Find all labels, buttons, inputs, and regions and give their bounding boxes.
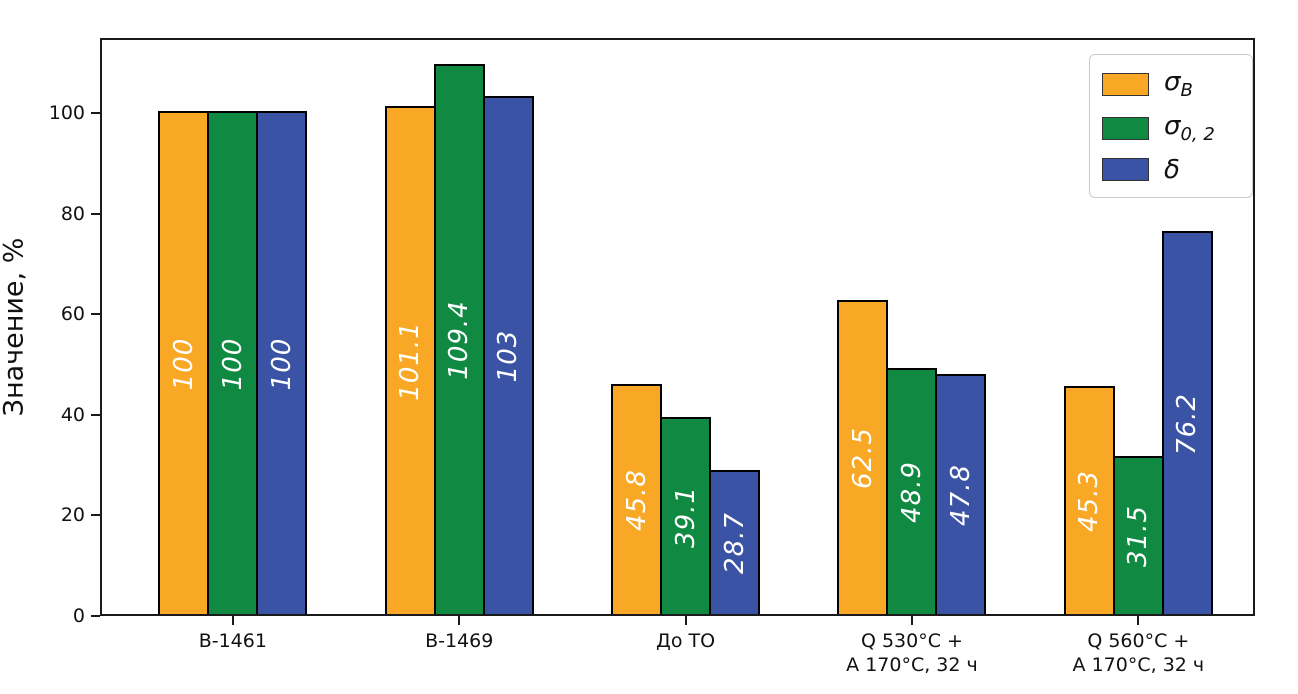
x-tick-label: Q 530°C + A 170°C, 32 ч xyxy=(846,630,978,676)
legend: σB σ0, 2 δ xyxy=(1089,54,1253,198)
bar-group: 45.3 31.5 76.2 xyxy=(1063,231,1213,614)
bar-value-label: 45.8 xyxy=(621,468,652,531)
legend-swatch xyxy=(1102,158,1149,182)
x-tick-mark xyxy=(231,616,234,625)
legend-swatch xyxy=(1102,117,1149,141)
bar-value-label: 45.3 xyxy=(1074,470,1105,533)
bar: 28.7 xyxy=(709,469,761,614)
x-tick-mark xyxy=(910,616,913,625)
y-axis-label: Значение, % xyxy=(0,237,30,417)
bar: 48.9 xyxy=(886,368,938,614)
bar: 101.1 xyxy=(384,105,436,614)
bar-value-label: 47.8 xyxy=(945,463,976,526)
bar-value-label: 100 xyxy=(168,337,199,391)
y-tick-label: 0 xyxy=(72,605,85,627)
x-tick-label: До ТО xyxy=(656,630,716,652)
x-tick-mark xyxy=(684,616,687,625)
plot-area: 100 100 100 101.1 109.4 103 45.8 39.1 28.7 62.5 48… xyxy=(100,38,1255,616)
y-tick-mark xyxy=(91,413,100,416)
bar-value-label: 62.5 xyxy=(847,426,878,489)
y-tick-mark xyxy=(91,514,100,517)
x-tick-label: В-1469 xyxy=(425,630,494,652)
x-tick-mark xyxy=(458,616,461,625)
y-tick-label: 100 xyxy=(48,102,85,125)
bar: 103 xyxy=(482,96,534,614)
x-tick-label: В-1461 xyxy=(198,630,267,652)
legend-label: σB xyxy=(1164,67,1193,102)
legend-row: σ0, 2 xyxy=(1102,113,1240,144)
bar-group: 100 100 100 xyxy=(158,111,308,614)
x-tick-label: Q 560°C + A 170°C, 32 ч xyxy=(1072,630,1205,676)
bar-value-label: 28.7 xyxy=(719,511,750,574)
bar: 45.3 xyxy=(1063,386,1115,614)
bar-value-label: 109.4 xyxy=(444,300,475,380)
y-tick-label: 40 xyxy=(60,403,85,426)
y-tick-label: 20 xyxy=(60,504,85,527)
bar-value-label: 48.9 xyxy=(896,461,927,524)
bar-value-label: 103 xyxy=(493,329,524,383)
legend-swatch xyxy=(1102,73,1149,97)
bar: 76.2 xyxy=(1161,231,1213,614)
x-tick-mark xyxy=(1137,616,1140,625)
bar-group: 45.8 39.1 28.7 xyxy=(611,383,761,614)
bar: 31.5 xyxy=(1112,455,1164,614)
y-tick-mark xyxy=(91,112,100,115)
bar-group: 62.5 48.9 47.8 xyxy=(837,299,987,614)
bar: 100 xyxy=(256,111,308,614)
legend-row: σB xyxy=(1102,69,1240,100)
bar-value-label: 39.1 xyxy=(670,485,701,548)
legend-label: σ0, 2 xyxy=(1164,110,1215,146)
bar: 47.8 xyxy=(935,373,987,614)
y-tick-label: 60 xyxy=(60,303,85,326)
bar-value-label: 100 xyxy=(266,337,297,391)
legend-row: δ xyxy=(1102,157,1240,183)
y-tick-mark xyxy=(91,615,100,617)
bar: 109.4 xyxy=(433,64,485,614)
y-tick-mark xyxy=(91,212,100,215)
bar-value-label: 76.2 xyxy=(1172,392,1203,455)
legend-label: δ xyxy=(1164,154,1180,185)
bar: 100 xyxy=(158,111,210,614)
bar-value-label: 100 xyxy=(217,337,248,391)
bar: 45.8 xyxy=(611,383,663,614)
y-tick-label: 80 xyxy=(60,202,85,225)
bar-value-label: 101.1 xyxy=(395,321,426,401)
bar: 39.1 xyxy=(660,417,712,614)
bar-group: 101.1 109.4 103 xyxy=(384,64,534,614)
bar: 100 xyxy=(207,111,259,614)
y-tick-mark xyxy=(91,313,100,316)
bar: 62.5 xyxy=(837,299,889,614)
bar-value-label: 31.5 xyxy=(1123,504,1154,567)
